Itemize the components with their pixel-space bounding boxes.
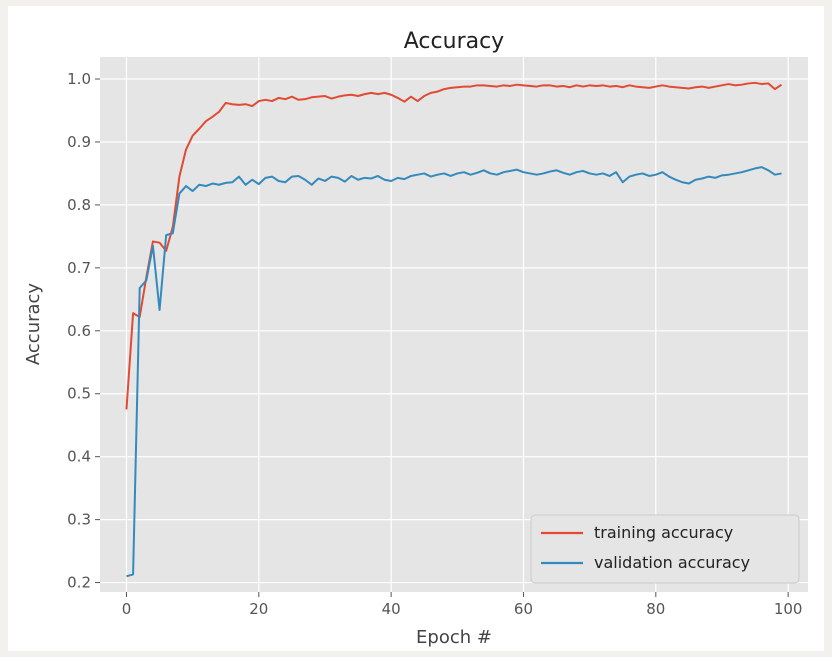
y-tick-label: 0.2: [67, 574, 91, 592]
y-axis-label: Accuracy: [23, 283, 44, 366]
x-axis-label: Epoch #: [416, 627, 492, 648]
legend-label-validation: validation accuracy: [594, 553, 750, 572]
x-tick-label: 60: [514, 600, 533, 618]
y-tick-label: 0.9: [67, 133, 91, 151]
validation-accuracy-line: [126, 166, 782, 578]
y-tick-label: 0.4: [67, 448, 91, 466]
training-accuracy-line: [125, 81, 783, 410]
chart-frame: 0.2 0.3 0.4 0.5 0.6 0.7 0.8 0.9 1.0 0 20 40 60 80 100…: [8, 6, 824, 651]
y-tick-label: 0.6: [67, 322, 91, 340]
legend-box: [530, 514, 800, 584]
y-tick-label: 0.7: [67, 259, 91, 277]
x-tick-label: 80: [646, 600, 665, 618]
legend-label-training: training accuracy: [594, 523, 733, 542]
x-tick-label: 100: [774, 600, 803, 618]
y-tick-label: 0.5: [67, 385, 91, 403]
y-tick-label: 0.3: [67, 511, 91, 529]
grid-lines: [100, 57, 808, 592]
y-tick-label: 1.0: [67, 70, 91, 88]
accuracy-chart: 0.2 0.3 0.4 0.5 0.6 0.7 0.8 0.9 1.0 0 20 40 60 80 100…: [23, 29, 808, 648]
x-tick-label: 20: [249, 600, 268, 618]
y-tick-label: 0.8: [67, 196, 91, 214]
x-tick-label: 0: [122, 600, 132, 618]
series-lines: [125, 81, 783, 578]
plot-background: [100, 57, 808, 592]
x-tick-label: 40: [382, 600, 401, 618]
chart-title: Accuracy: [404, 29, 504, 54]
y-axis-ticks: 0.2 0.3 0.4 0.5 0.6 0.7 0.8 0.9 1.0: [67, 70, 100, 592]
x-axis-ticks: 0 20 40 60 80 100: [122, 592, 803, 618]
legend: training accuracy validation accuracy: [530, 514, 800, 584]
